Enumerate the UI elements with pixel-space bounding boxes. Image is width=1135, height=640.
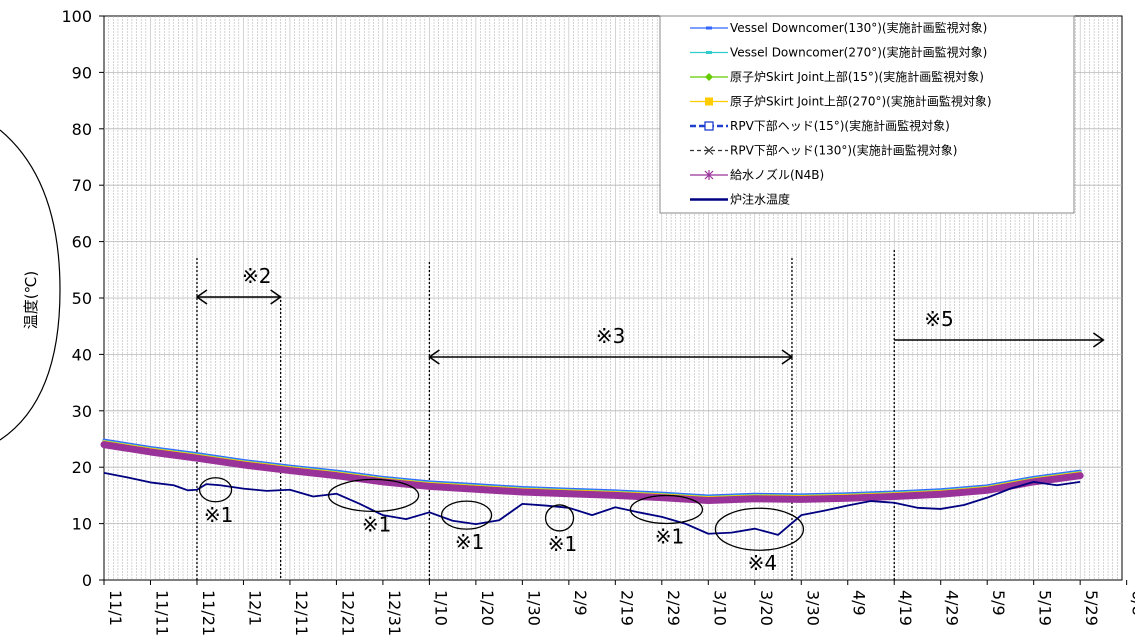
annotation-circle xyxy=(198,477,233,503)
arrow-head-left xyxy=(428,349,440,365)
axes: 0 10 20 30 40 50 60 70 80 90 100 11/1 11/11 11/21 12/1… xyxy=(61,7,1135,636)
series-layer xyxy=(100,438,1084,536)
x-tick-label: 1/10 xyxy=(431,590,450,626)
arrow-label: ※5 xyxy=(924,307,953,331)
x-tick-label: 5/9 xyxy=(989,590,1008,616)
decorative-arc xyxy=(0,129,61,441)
y-tick-label: 80 xyxy=(72,120,92,139)
legend: Vessel Downcomer(130°)(実施計画監視対象) Vessel D… xyxy=(659,15,1075,214)
legend-entry-label: Vessel Downcomer(270°)(実施計画監視対象) xyxy=(730,45,987,60)
x-tick-label: 2/19 xyxy=(617,590,636,626)
annotation-circles: ※1※1※1※1※1※4※1 xyxy=(198,477,805,575)
x-tick-label: 3/20 xyxy=(757,590,776,626)
legend-entry-label: RPV下部ヘッド(15°)(実施計画監視対象) xyxy=(730,118,950,133)
y-tick-label: 20 xyxy=(72,458,92,477)
x-tick-label: 11/11 xyxy=(152,590,171,636)
x-tick-label: 3/10 xyxy=(710,590,729,626)
annotation-circle-label: ※1 xyxy=(362,512,391,536)
y-tick-label: 90 xyxy=(72,63,92,82)
annotation-circle-label: ※1 xyxy=(455,530,484,554)
y-axis-label: 温度(℃) xyxy=(22,271,40,330)
x-tick-label: 1/20 xyxy=(478,590,497,626)
legend-box xyxy=(659,15,1075,214)
arrow-label: ※2 xyxy=(242,264,271,288)
arrow-head-right xyxy=(270,289,282,305)
annotation-circle-label: ※4 xyxy=(748,551,777,575)
y-tick-label: 100 xyxy=(61,7,92,26)
annotation-arrows: ※2 ※3 ※5 xyxy=(195,264,1105,365)
arrow-head-right xyxy=(781,349,794,365)
legend-marker-diamond xyxy=(705,73,713,81)
legend-marker-square xyxy=(705,97,713,106)
x-tick-label: 5/19 xyxy=(1036,590,1055,626)
axis-labels: 温度(℃) xyxy=(0,129,61,441)
legend-entry-label: 給水ノズル(N4B) xyxy=(730,167,824,182)
annotation-circle-label: ※1 xyxy=(204,503,233,527)
annotation-circle xyxy=(544,504,575,532)
y-tick-label: 30 xyxy=(72,402,92,421)
x-tick-label: 11/21 xyxy=(199,590,218,636)
x-tick-label: 12/31 xyxy=(385,590,404,636)
annotation-circle xyxy=(327,478,420,513)
y-tick-label: 40 xyxy=(72,345,92,364)
arrow-label: ※3 xyxy=(596,324,625,348)
annotation-circle xyxy=(629,494,704,525)
legend-entry-label: Vessel Downcomer(130°)(実施計画監視対象) xyxy=(730,20,987,35)
y-tick-label: 50 xyxy=(72,289,92,308)
x-tick-label: 4/29 xyxy=(943,590,962,626)
x-tick-label: 5/29 xyxy=(1082,590,1101,626)
y-tick-label: 60 xyxy=(72,233,92,252)
legend-entry-label: RPV下部ヘッド(130°)(実施計画監視対象) xyxy=(730,143,957,158)
x-tick-label: 2/29 xyxy=(664,590,683,626)
y-tick-label: 70 xyxy=(72,176,92,195)
x-tick-label: 6/8 xyxy=(1129,590,1135,616)
legend-entry-label: 炉注水温度 xyxy=(730,192,790,207)
x-tick-label: 4/9 xyxy=(850,590,869,616)
legend-marker-open-square xyxy=(704,121,714,131)
x-tick-label: 12/1 xyxy=(245,590,264,626)
x-tick-label: 2/9 xyxy=(571,590,590,616)
legend-entry-label: 原子炉Skirt Joint上部(15°)(実施計画監視対象) xyxy=(730,69,984,84)
x-tick-label: 12/11 xyxy=(292,590,311,636)
y-tick-label: 10 xyxy=(72,515,92,534)
x-tick-label: 1/30 xyxy=(524,590,543,626)
x-tick-label: 4/19 xyxy=(896,590,915,626)
x-tick-label: 3/30 xyxy=(803,590,822,626)
arrow-head-right xyxy=(1092,332,1105,348)
annotation-circle xyxy=(440,500,493,530)
y-tick-label: 0 xyxy=(82,571,92,590)
legend-entry-label: 原子炉Skirt Joint上部(270°)(実施計画監視対象) xyxy=(730,94,992,109)
annotation-circle-label: ※1 xyxy=(548,532,577,556)
x-tick-label: 11/1 xyxy=(106,590,125,626)
annotation-circle xyxy=(714,507,805,551)
series-line xyxy=(100,441,1084,504)
legend-marker-x xyxy=(704,146,714,155)
annotation-circle-label: ※1 xyxy=(655,525,684,549)
period-divider-lines xyxy=(196,250,895,580)
arrow-head-left xyxy=(195,289,208,305)
x-tick-label: 12/21 xyxy=(338,590,357,636)
